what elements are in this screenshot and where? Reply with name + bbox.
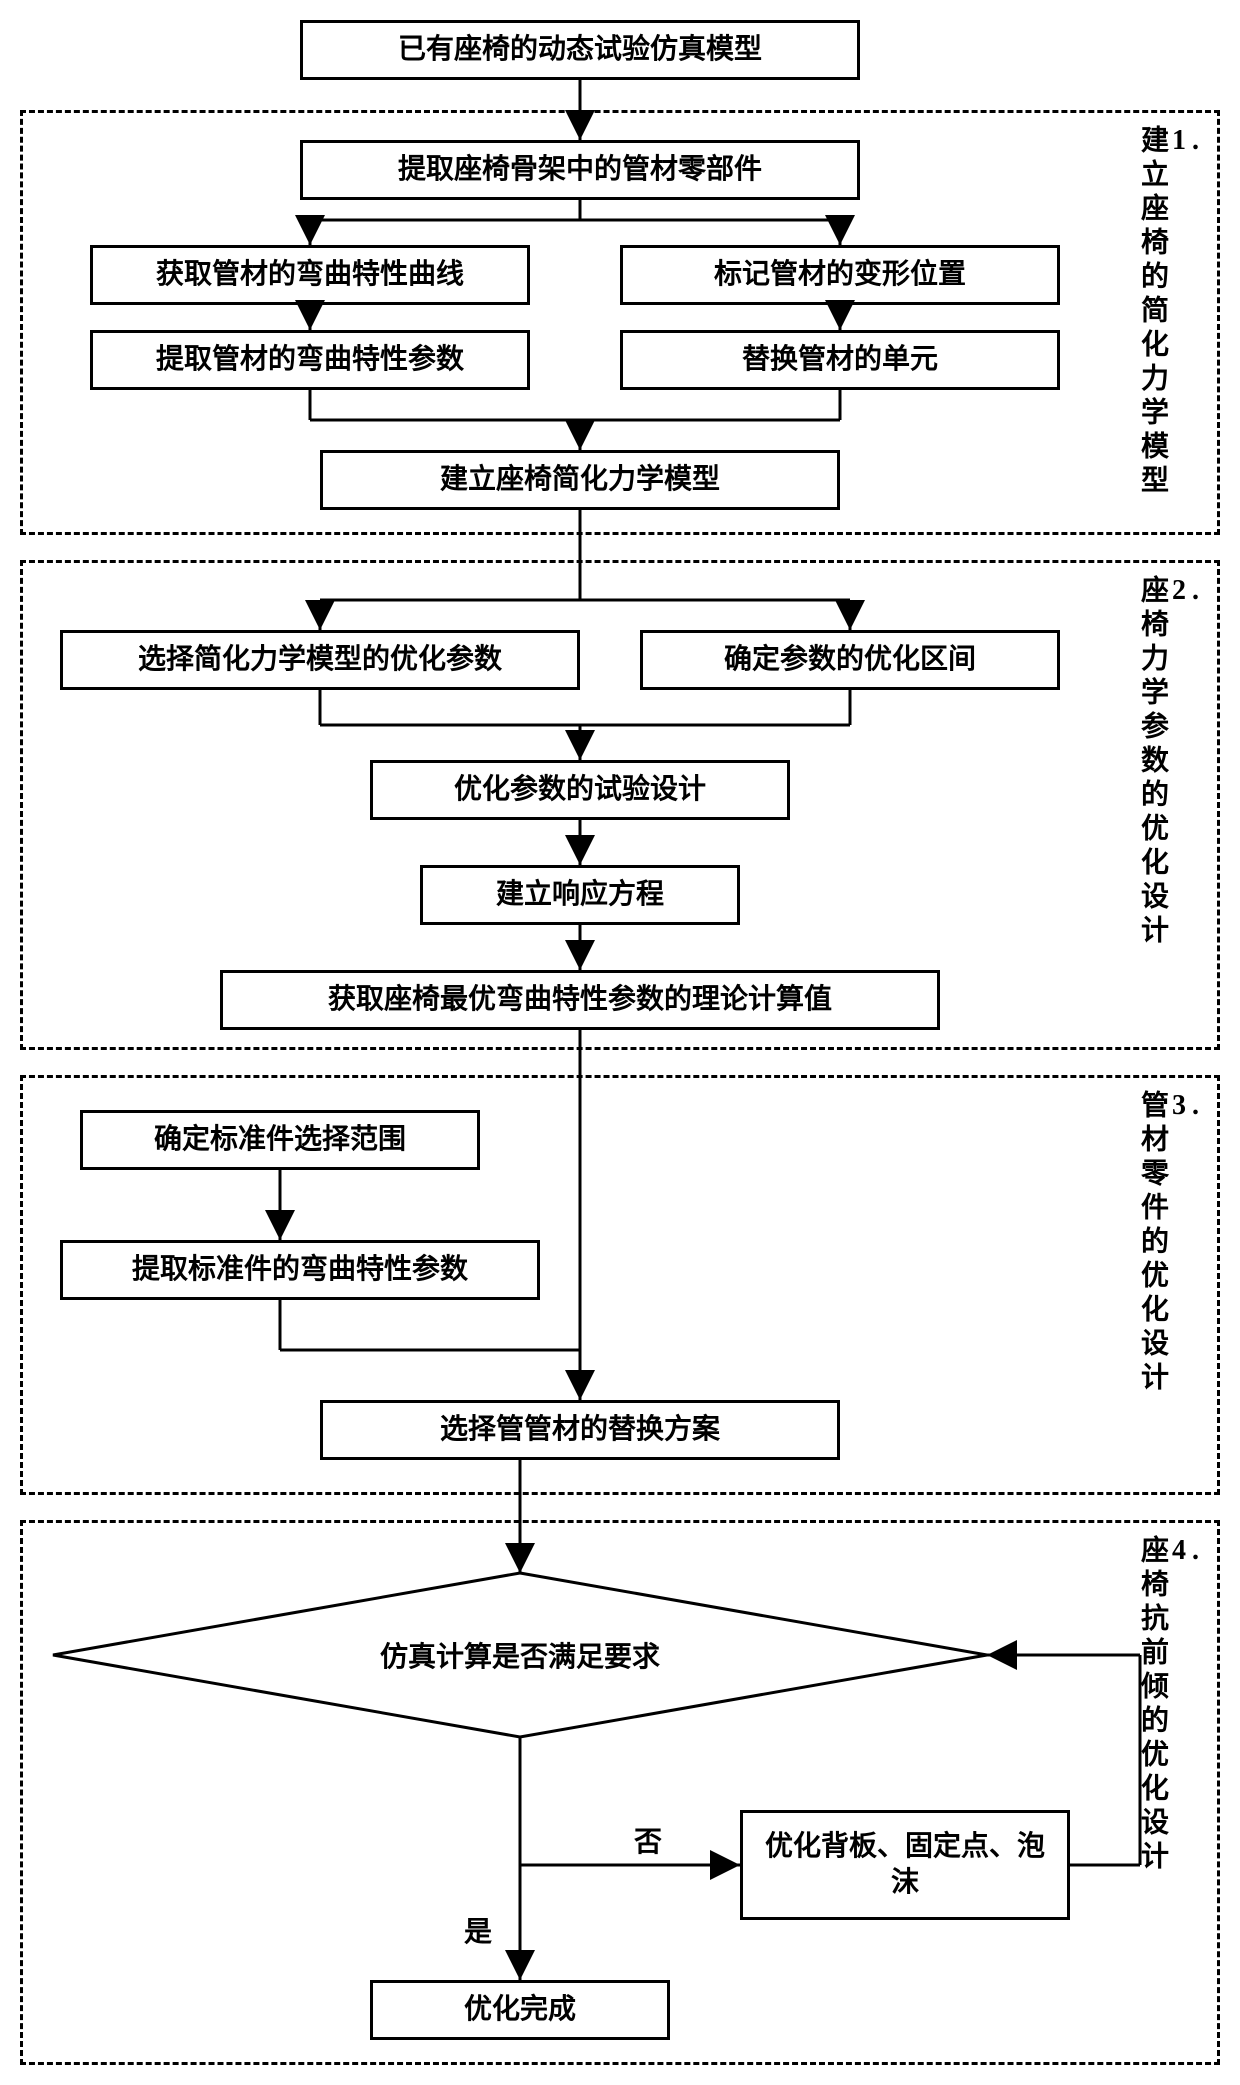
box-s2-b1: 优化参数的试验设计 — [370, 760, 790, 820]
box-s2-b2: 建立响应方程 — [420, 865, 740, 925]
label-yes: 是 — [460, 1910, 496, 1950]
box-s2-l: 选择简化力学模型的优化参数 — [60, 630, 580, 690]
box-s1-r2: 替换管材的单元 — [620, 330, 1060, 390]
box-s1-b1: 提取座椅骨架中的管材零部件 — [300, 140, 860, 200]
section-4-label: 4. 座椅抗前倾的优化设计 — [1132, 1535, 1205, 1875]
box-s4-b: 优化完成 — [370, 1980, 670, 2040]
box-s1-b2: 建立座椅简化力学模型 — [320, 450, 840, 510]
decision-diamond: 仿真计算是否满足要求 — [50, 1570, 990, 1740]
box-s2-b3: 获取座椅最优弯曲特性参数的理论计算值 — [220, 970, 940, 1030]
box-s1-l1: 获取管材的弯曲特性曲线 — [90, 245, 530, 305]
box-s2-r: 确定参数的优化区间 — [640, 630, 1060, 690]
box-top: 已有座椅的动态试验仿真模型 — [300, 20, 860, 80]
section-1-label: 1. 建立座椅的简化力学模型 — [1132, 125, 1205, 499]
box-s3-b: 选择管管材的替换方案 — [320, 1400, 840, 1460]
section-3-label: 3. 管材零件的优化设计 — [1132, 1090, 1205, 1396]
section-2-label: 2. 座椅力学参数的优化设计 — [1132, 575, 1205, 949]
box-s3-l1: 确定标准件选择范围 — [80, 1110, 480, 1170]
box-s1-r1: 标记管材的变形位置 — [620, 245, 1060, 305]
box-s4-r: 优化背板、固定点、泡沫 — [740, 1810, 1070, 1920]
label-no: 否 — [630, 1820, 666, 1860]
box-s3-l2: 提取标准件的弯曲特性参数 — [60, 1240, 540, 1300]
box-s1-l2: 提取管材的弯曲特性参数 — [90, 330, 530, 390]
